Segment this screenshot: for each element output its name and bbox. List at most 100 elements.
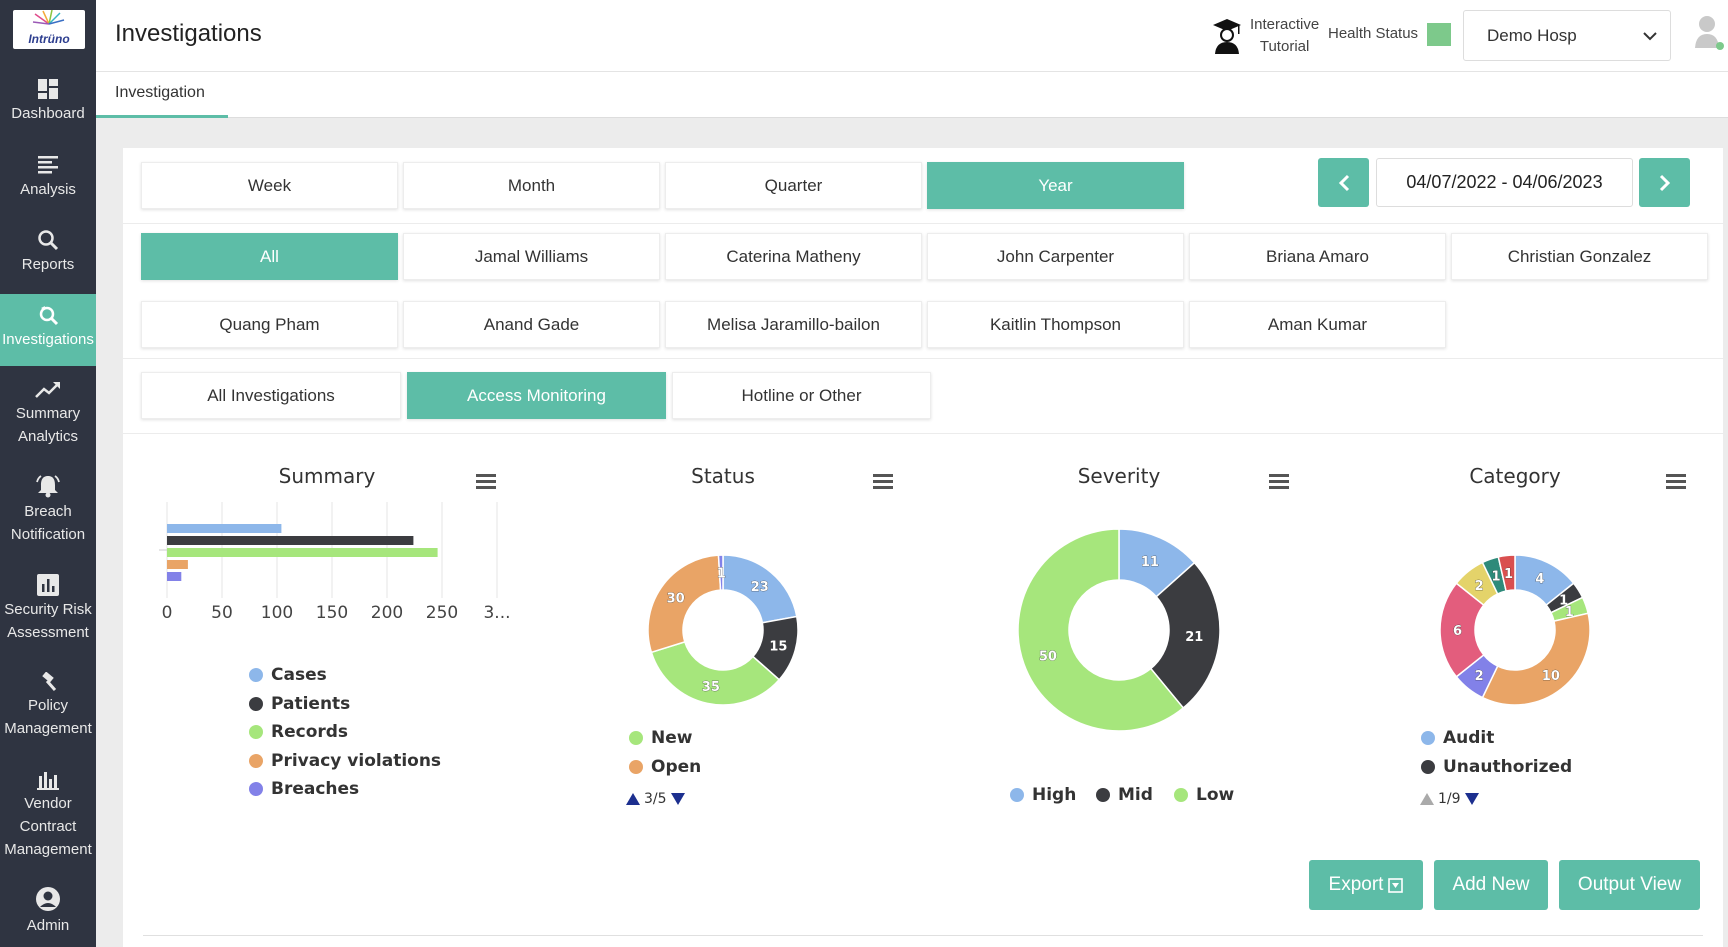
date-range-display[interactable]: 04/07/2022 - 04/06/2023 [1376, 158, 1633, 207]
category-chart-title: Category [1469, 464, 1561, 488]
category-menu-icon[interactable] [1666, 474, 1686, 492]
export-icon [1388, 877, 1404, 893]
summary-legend-item[interactable]: Privacy violations [249, 751, 441, 771]
sidebar-item-breach-notification[interactable]: Breach Notification [0, 474, 96, 546]
status-data-label: 35 [702, 680, 720, 695]
arrow-down-icon[interactable] [1464, 793, 1479, 805]
summary-menu-icon[interactable] [476, 474, 496, 492]
summary-legend-item[interactable]: Cases [249, 665, 327, 685]
summary-legend-item[interactable]: Patients [249, 694, 350, 714]
logo-burst-icon [32, 10, 65, 25]
interactive-tutorial-button[interactable]: Interactive Tutorial [1212, 14, 1319, 58]
severity-legend-item[interactable]: High [1010, 785, 1076, 805]
sidebar-item-dashboard[interactable]: Dashboard [0, 78, 96, 134]
output-view-button[interactable]: Output View [1559, 860, 1700, 910]
divider [123, 358, 1723, 359]
severity-data-label: 11 [1141, 555, 1159, 570]
period-month-button[interactable]: Month [403, 162, 660, 209]
filter-person[interactable]: Caterina Matheny [665, 233, 922, 280]
tutorial-label-line1: Interactive [1250, 16, 1320, 33]
next-period-button[interactable] [1639, 158, 1690, 207]
filter-person[interactable]: Melisa Jaramillo-bailon [665, 301, 922, 348]
status-legend-item[interactable]: New [629, 728, 692, 748]
divider [123, 223, 1723, 224]
severity-data-label: 50 [1039, 650, 1057, 665]
type-access-monitoring-button[interactable]: Access Monitoring [407, 372, 666, 419]
legend-dot [249, 668, 263, 682]
severity-legend-item[interactable]: Mid [1096, 785, 1153, 805]
legend-label: Mid [1118, 785, 1153, 805]
category-legend-item[interactable]: Audit [1421, 728, 1494, 748]
severity-slice [1149, 561, 1221, 709]
filter-person[interactable]: Quang Pham [141, 301, 398, 348]
user-avatar-icon[interactable] [1694, 14, 1724, 50]
sidebar-item-reports[interactable]: Reports [0, 229, 96, 285]
filter-person[interactable]: Christian Gonzalez [1451, 233, 1708, 280]
sidebar-item-analysis[interactable]: Analysis [0, 154, 96, 210]
filter-person[interactable]: John Carpenter [927, 233, 1184, 280]
legend-label: Breaches [271, 779, 360, 799]
vendor-chart-icon [37, 772, 59, 790]
sidebar-item-summary-analytics[interactable]: Summary Analytics [0, 380, 96, 452]
tab-bar: Investigation [96, 72, 1728, 118]
filter-person[interactable]: Anand Gade [403, 301, 660, 348]
period-week-button[interactable]: Week [141, 162, 398, 209]
sidebar-item-investigations[interactable]: Investigations [0, 294, 96, 366]
filter-person[interactable]: Kaitlin Thompson [927, 301, 1184, 348]
legend-label: Open [651, 756, 702, 777]
sidebar-item-label: Reports [21, 256, 75, 273]
sidebar-item-security-risk-assessment[interactable]: Security Risk Assessment [0, 574, 96, 646]
tutorial-label-line2: Tutorial [1259, 38, 1310, 55]
legend-label: Unauthorized [1443, 756, 1573, 777]
logo-text: Intrüno [28, 32, 70, 46]
legend-dot [1421, 759, 1435, 774]
arrow-down-icon[interactable] [670, 793, 685, 805]
logo[interactable]: Intrüno [13, 10, 85, 49]
filter-person[interactable]: Briana Amaro [1189, 233, 1446, 280]
prev-period-button[interactable] [1318, 158, 1369, 207]
export-button-label: Export [1328, 874, 1384, 895]
filter-person-all[interactable]: All [141, 233, 398, 280]
chevron-down-icon [1643, 32, 1657, 41]
period-year-button[interactable]: Year [927, 162, 1184, 209]
legend-label: Privacy violations [271, 750, 442, 771]
arrow-up-icon[interactable] [626, 793, 640, 805]
legend-label: Records [271, 722, 349, 742]
filter-person[interactable]: Aman Kumar [1189, 301, 1446, 348]
summary-bar-chart: 0 50 100 150 200 250 3... [159, 502, 511, 623]
summary-legend-item[interactable]: Breaches [249, 779, 359, 799]
summary-legend-item[interactable]: Records [249, 722, 348, 742]
hospital-select[interactable]: Demo Hosp [1463, 10, 1671, 61]
legend-dot [1010, 788, 1024, 802]
category-data-label: 2 [1475, 669, 1484, 684]
add-new-button[interactable]: Add New [1434, 860, 1548, 910]
category-data-label: 1 [1504, 567, 1513, 582]
legend-dot [629, 731, 643, 745]
filter-person[interactable]: Jamal Williams [403, 233, 660, 280]
category-legend-pager[interactable]: 1/9 [1420, 791, 1479, 807]
status-slice [717, 554, 724, 591]
status-legend-pager[interactable]: 3/5 [626, 791, 685, 807]
period-quarter-button[interactable]: Quarter [665, 162, 922, 209]
summary-x-tick: 100 [261, 603, 293, 623]
severity-menu-icon[interactable] [1269, 474, 1289, 492]
legend-dot [249, 696, 263, 711]
category-legend-item[interactable]: Unauthorized [1421, 757, 1572, 777]
type-hotline-other-button[interactable]: Hotline or Other [672, 372, 931, 419]
status-legend-item[interactable]: Open [629, 757, 701, 777]
tab-investigation[interactable]: Investigation [96, 72, 228, 118]
divider [123, 433, 1723, 434]
export-button[interactable]: Export [1309, 860, 1423, 910]
category-data-label: 4 [1535, 572, 1544, 587]
sidebar-item-admin[interactable]: Admin [0, 886, 96, 942]
severity-legend-item[interactable]: Low [1174, 785, 1234, 805]
status-menu-icon[interactable] [873, 474, 893, 492]
legend-label: Low [1196, 785, 1235, 805]
sidebar-item-label: Breach Notification [10, 503, 86, 543]
category-data-label: 2 [1475, 579, 1484, 594]
summary-bar [167, 536, 414, 545]
type-all-investigations-button[interactable]: All Investigations [141, 372, 401, 419]
sidebar-item-vendor-contract-management[interactable]: Vendor Contract Management [0, 770, 96, 866]
sidebar-item-policy-management[interactable]: Policy Management [0, 672, 96, 744]
